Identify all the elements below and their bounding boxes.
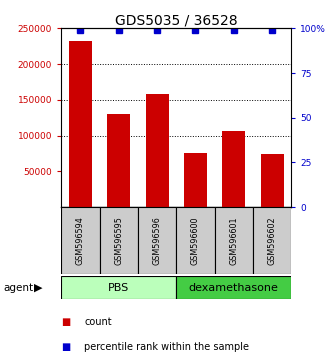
Text: GSM596600: GSM596600: [191, 216, 200, 265]
Bar: [184, 153, 207, 207]
Bar: [146, 94, 168, 207]
Text: agent: agent: [3, 282, 33, 293]
Text: ■: ■: [61, 317, 71, 327]
Bar: [69, 41, 92, 207]
Bar: [260, 154, 284, 207]
Text: dexamethasone: dexamethasone: [189, 282, 279, 293]
Bar: [176, 207, 214, 274]
Text: percentile rank within the sample: percentile rank within the sample: [84, 342, 249, 352]
Text: count: count: [84, 317, 112, 327]
Text: PBS: PBS: [108, 282, 129, 293]
Text: GSM596602: GSM596602: [267, 216, 277, 265]
Text: GSM596596: GSM596596: [153, 216, 162, 265]
Bar: [222, 131, 245, 207]
Text: ■: ■: [61, 342, 71, 352]
Bar: [100, 207, 138, 274]
Text: GSM596601: GSM596601: [229, 216, 238, 265]
Bar: [214, 207, 253, 274]
Text: GSM596595: GSM596595: [114, 216, 123, 265]
Bar: [61, 207, 100, 274]
Text: GSM596594: GSM596594: [76, 216, 85, 265]
Bar: [138, 207, 176, 274]
Title: GDS5035 / 36528: GDS5035 / 36528: [115, 13, 238, 27]
Bar: [253, 207, 291, 274]
Text: ▶: ▶: [34, 282, 42, 293]
Bar: [176, 276, 291, 299]
Bar: [61, 276, 176, 299]
Bar: [107, 114, 130, 207]
